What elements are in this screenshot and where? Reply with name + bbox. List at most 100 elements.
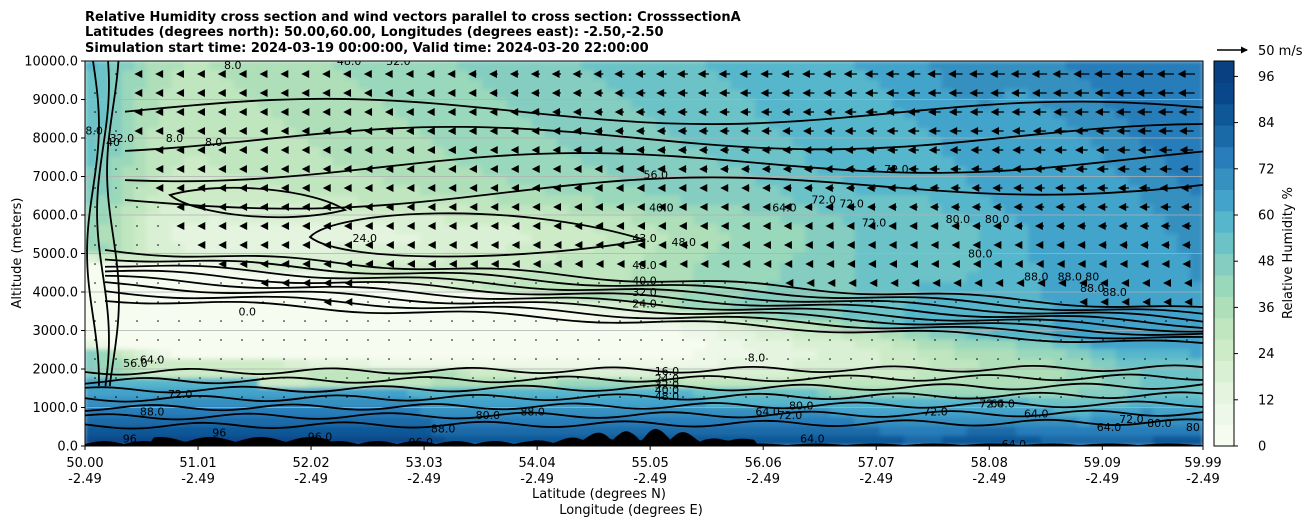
wind-vector xyxy=(220,339,222,341)
field-cell xyxy=(506,204,521,216)
wind-vector xyxy=(322,203,331,211)
x-tick-label-lat: 57.07 xyxy=(858,456,895,471)
field-cell xyxy=(444,224,459,235)
wind-vector xyxy=(824,165,835,173)
wind-vector xyxy=(762,184,771,192)
wind-vector xyxy=(703,358,705,360)
field-cell xyxy=(755,368,769,380)
wind-vector xyxy=(344,260,353,268)
field-cell xyxy=(382,233,397,245)
field-cell xyxy=(643,358,658,370)
field-cell xyxy=(618,243,633,255)
field-cell xyxy=(159,156,173,168)
field-cell xyxy=(457,243,471,255)
field-cell xyxy=(1003,166,1018,178)
field-cell xyxy=(270,310,285,322)
field-cell xyxy=(382,147,397,158)
field-cell xyxy=(1190,358,1203,370)
field-cell xyxy=(432,387,446,399)
field-cell xyxy=(916,204,931,216)
field-cell xyxy=(767,195,782,207)
wind-vector xyxy=(1181,241,1191,249)
field-cell xyxy=(829,195,844,207)
field-cell xyxy=(879,214,894,226)
field-cell xyxy=(966,378,981,389)
field-cell xyxy=(718,243,732,255)
wind-vector xyxy=(825,203,834,211)
field-cell xyxy=(854,339,869,351)
field-cell xyxy=(245,156,260,168)
wind-vector xyxy=(703,396,705,398)
wind-vector xyxy=(871,301,873,303)
field-cell xyxy=(1028,233,1043,245)
field-cell xyxy=(134,253,148,264)
wind-vector xyxy=(176,108,185,116)
field-cell xyxy=(196,214,210,226)
field-cell xyxy=(121,108,136,120)
field-cell xyxy=(1103,368,1117,380)
field-cell xyxy=(457,233,471,245)
field-cell xyxy=(332,310,347,322)
field-cell xyxy=(134,99,148,110)
field-cell xyxy=(891,127,906,139)
field-cell xyxy=(1177,416,1192,428)
field-cell xyxy=(593,378,608,389)
field-cell xyxy=(1115,204,1130,216)
contour-line xyxy=(85,409,1203,421)
wind-vector xyxy=(719,165,729,173)
wind-vector xyxy=(343,108,352,116)
field-cell xyxy=(519,378,533,389)
field-cell xyxy=(370,378,384,389)
field-cell xyxy=(792,349,807,361)
field-cell xyxy=(370,358,384,370)
wind-vector xyxy=(178,320,180,322)
field-cell xyxy=(1165,339,1179,351)
field-cell xyxy=(730,61,745,72)
field-cell xyxy=(196,281,210,293)
field-cell xyxy=(742,281,757,293)
field-cell xyxy=(842,426,856,438)
field-cell xyxy=(829,291,844,303)
field-cell xyxy=(618,79,633,91)
field-cell xyxy=(482,358,496,370)
field-cell xyxy=(929,339,943,351)
field-cell xyxy=(1152,368,1167,380)
field-cell xyxy=(432,426,446,438)
field-cell xyxy=(556,407,571,418)
field-cell xyxy=(332,378,347,389)
field-cell xyxy=(134,61,148,72)
field-cell xyxy=(991,214,1005,226)
wind-vector xyxy=(614,127,624,135)
wind-vector xyxy=(535,396,537,398)
wind-vector xyxy=(1039,339,1041,341)
contour-label: 48.0 xyxy=(655,390,680,403)
wind-vector xyxy=(556,358,558,360)
contour-line xyxy=(104,300,1203,344)
field-cell xyxy=(531,272,546,284)
field-cell xyxy=(966,358,981,370)
wind-vector xyxy=(850,339,852,341)
wind-vector xyxy=(892,339,894,341)
wind-vector xyxy=(427,222,436,230)
wind-vector xyxy=(1144,339,1146,341)
field-cell xyxy=(332,176,347,187)
field-cell xyxy=(854,416,869,428)
field-cell xyxy=(916,79,931,91)
field-cell xyxy=(159,127,173,139)
field-cell xyxy=(96,61,111,72)
field-cell xyxy=(519,108,533,120)
field-cell xyxy=(655,195,670,207)
wind-vector xyxy=(1058,279,1067,287)
field-cell xyxy=(134,397,148,409)
wind-vector xyxy=(826,260,835,268)
field-cell xyxy=(941,416,956,428)
field-cell xyxy=(1165,291,1179,303)
field-cell xyxy=(643,397,658,409)
field-cell xyxy=(1016,224,1030,235)
wind-vector xyxy=(447,127,456,135)
field-cell xyxy=(916,185,931,197)
field-cell xyxy=(308,99,322,110)
field-cell xyxy=(780,176,794,187)
field-cell xyxy=(419,301,434,312)
field-cell xyxy=(233,330,248,341)
